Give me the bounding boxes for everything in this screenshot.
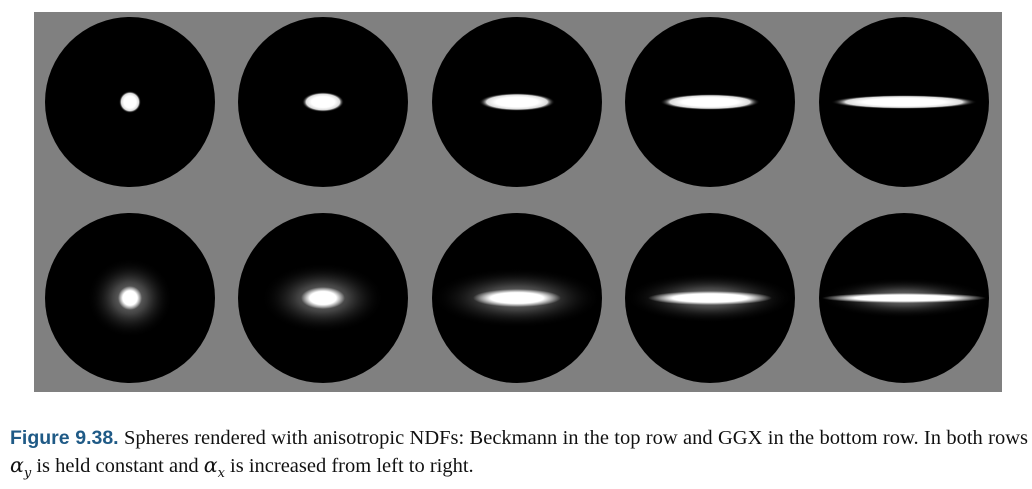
specular-highlight: [648, 291, 772, 305]
alpha-y-symbol: αy: [10, 453, 32, 481]
ggx-sphere-3: [432, 213, 602, 383]
caption-text-part3: is increased from left to right.: [230, 455, 474, 477]
beckmann-sphere-4: [625, 17, 795, 187]
beckmann-sphere-2: [238, 17, 408, 187]
beckmann-sphere-5: [819, 17, 989, 187]
specular-highlight: [660, 94, 760, 110]
beckmann-sphere-1: [45, 17, 215, 187]
caption-text-part1: Spheres rendered with anisotropic NDFs: …: [123, 427, 1029, 449]
figure-image-panel: [34, 12, 1002, 392]
spheres-figure: [45, 17, 989, 383]
ggx-sphere-5: [819, 213, 989, 383]
specular-highlight: [119, 91, 141, 113]
specular-highlight: [479, 93, 555, 111]
specular-highlight: [473, 289, 561, 307]
specular-highlight: [831, 95, 977, 109]
specular-highlight: [302, 92, 344, 112]
figure-caption: Figure 9.38. Spheres rendered with aniso…: [10, 425, 1028, 482]
caption-text-part2: is held constant and: [36, 455, 199, 477]
ggx-sphere-2: [238, 213, 408, 383]
alpha-x-symbol: αx: [203, 453, 225, 481]
specular-highlight: [822, 293, 986, 303]
ggx-row: [45, 213, 989, 383]
ggx-sphere-4: [625, 213, 795, 383]
caption-label: Figure 9.38.: [10, 427, 119, 449]
beckmann-row: [45, 17, 989, 187]
specular-highlight: [301, 287, 345, 309]
ggx-sphere-1: [45, 213, 215, 383]
specular-highlight: [118, 286, 142, 310]
beckmann-sphere-3: [432, 17, 602, 187]
